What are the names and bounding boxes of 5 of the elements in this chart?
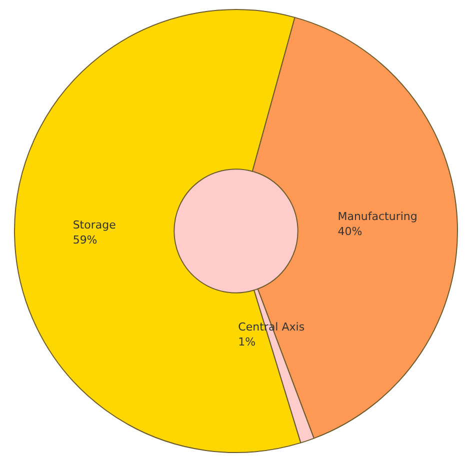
data-label: 1%	[238, 335, 256, 348]
slice-label: Manufacturing	[338, 210, 418, 223]
data-label: 59%	[72, 233, 98, 246]
data-label: 40%	[338, 224, 362, 238]
slice-label: Storage	[72, 218, 116, 232]
